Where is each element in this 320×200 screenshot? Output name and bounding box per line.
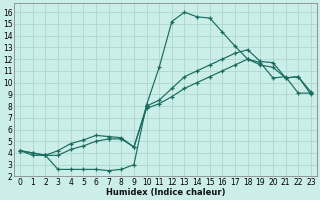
X-axis label: Humidex (Indice chaleur): Humidex (Indice chaleur) <box>106 188 225 197</box>
